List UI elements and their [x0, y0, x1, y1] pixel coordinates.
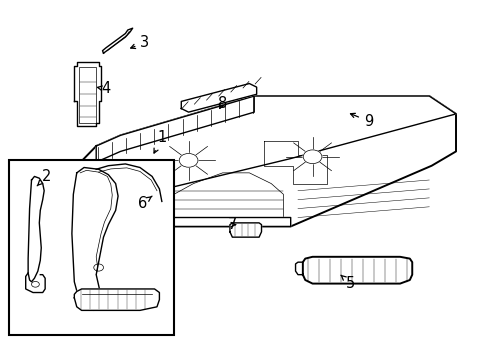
Polygon shape [181, 84, 256, 112]
Text: 1: 1 [154, 130, 166, 153]
Bar [79, 67, 96, 123]
Polygon shape [102, 28, 132, 53]
Circle shape [303, 150, 321, 164]
Circle shape [179, 153, 198, 167]
Text: 5: 5 [340, 275, 354, 291]
Polygon shape [96, 96, 254, 162]
Text: 7: 7 [227, 217, 237, 232]
Text: 2: 2 [37, 169, 51, 186]
Polygon shape [74, 62, 101, 126]
Polygon shape [72, 96, 455, 226]
Polygon shape [229, 223, 261, 237]
Text: 3: 3 [130, 35, 149, 50]
Text: 9: 9 [350, 113, 372, 129]
Text: 8: 8 [218, 96, 227, 111]
Polygon shape [74, 289, 159, 310]
Polygon shape [295, 262, 302, 275]
Text: 6: 6 [138, 196, 152, 211]
Polygon shape [96, 96, 455, 200]
Bar [9, 160, 174, 336]
Text: 4: 4 [97, 81, 110, 96]
Polygon shape [302, 257, 411, 284]
Polygon shape [72, 171, 290, 226]
